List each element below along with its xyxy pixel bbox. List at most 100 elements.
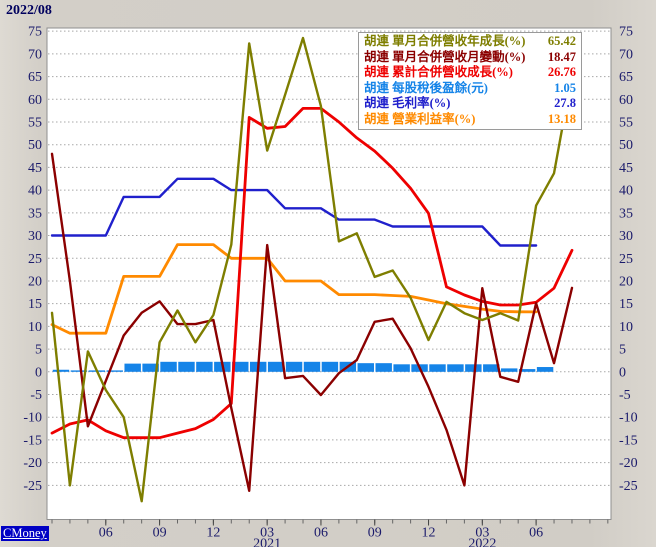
y-tick-label-left: 5 — [35, 343, 42, 358]
y-tick-label-left: 75 — [28, 25, 42, 40]
eps-bar — [303, 361, 321, 372]
eps-bar — [465, 364, 482, 372]
x-tick-label: 06 — [529, 526, 543, 541]
y-tick-label-left: 15 — [28, 297, 42, 312]
chart-legend: 胡連 單月合併營收年成長(%) 65.42 胡連 單月合併營收月變動(%) 18… — [358, 32, 582, 130]
eps-bar — [447, 364, 464, 372]
x-tick-label: 06 — [99, 526, 113, 541]
y-tick-label-right: 25 — [619, 252, 633, 267]
x-tick-label: 03 — [475, 526, 489, 541]
y-tick-label-left: -25 — [23, 479, 42, 494]
eps-bar — [196, 361, 213, 372]
eps-bar — [285, 361, 303, 372]
y-tick-label-right: -10 — [619, 411, 638, 426]
y-tick-label-left: 45 — [28, 161, 42, 176]
y-tick-label-right: 20 — [619, 274, 633, 289]
legend-row-monthly-yoy-growth: 胡連 單月合併營收年成長(%) 65.42 — [359, 34, 581, 50]
eps-bar — [160, 361, 177, 372]
eps-bar — [70, 370, 88, 372]
y-tick-label-right: 60 — [619, 93, 633, 108]
y-tick-label-left: 65 — [28, 70, 42, 85]
legend-label: 胡連 營業利益率(%) — [364, 111, 476, 126]
y-tick-label-left: 35 — [28, 206, 42, 221]
y-tick-label-left: 50 — [28, 138, 42, 153]
y-tick-label-right: -15 — [619, 433, 638, 448]
y-tick-label-right: -5 — [619, 388, 631, 403]
eps-bar — [393, 364, 410, 372]
x-tick-label: 06 — [314, 526, 328, 541]
y-tick-label-left: 25 — [28, 252, 42, 267]
y-tick-label-right: 65 — [619, 70, 633, 85]
legend-label: 胡連 每股稅後盈餘(元) — [364, 80, 488, 95]
eps-bar — [429, 364, 446, 372]
y-tick-label-right: 15 — [619, 297, 633, 312]
y-tick-label-right: 75 — [619, 25, 633, 40]
y-tick-label-left: -5 — [30, 388, 42, 403]
legend-value: 65.42 — [547, 34, 576, 48]
y-tick-label-right: 0 — [619, 365, 626, 380]
y-tick-label-left: -20 — [23, 456, 42, 471]
legend-label: 胡連 毛利率(%) — [364, 96, 451, 111]
eps-bar — [483, 364, 500, 372]
series-line — [50, 36, 574, 503]
y-tick-label-left: -15 — [23, 433, 42, 448]
eps-bar — [178, 361, 195, 372]
y-tick-label-right: 35 — [619, 206, 633, 221]
legend-label: 胡連 累計合併營收成長(%) — [364, 65, 513, 80]
legend-value: 27.8 — [554, 96, 576, 111]
x-tick-label: 09 — [368, 526, 382, 541]
y-tick-label-right: 30 — [619, 229, 633, 244]
eps-bar — [375, 363, 392, 372]
legend-value: 18.47 — [547, 49, 576, 64]
eps-bar — [518, 369, 536, 372]
y-tick-label-right: 5 — [619, 343, 626, 358]
y-tick-label-right: 10 — [619, 320, 633, 335]
eps-bar — [106, 370, 123, 372]
y-tick-label-left: 0 — [35, 365, 42, 380]
y-tick-label-right: -20 — [619, 456, 638, 471]
x-tick-label: 09 — [153, 526, 167, 541]
y-tick-label-left: 55 — [28, 115, 42, 130]
legend-row-cumulative-growth: 胡連 累計合併營收成長(%) 26.76 — [359, 65, 581, 81]
x-year-label: 2021 — [253, 537, 281, 547]
legend-value: 26.76 — [547, 65, 576, 80]
series-line — [50, 152, 574, 492]
eps-bar — [124, 363, 141, 372]
y-tick-label-left: 40 — [28, 184, 42, 199]
y-tick-label-right: 50 — [619, 138, 633, 153]
y-tick-label-right: -25 — [619, 479, 638, 494]
eps-bar — [321, 361, 339, 372]
y-tick-label-right: 40 — [619, 184, 633, 199]
chart-date-title: 2022/08 — [6, 3, 52, 18]
series-line — [50, 177, 538, 247]
y-tick-label-left: 20 — [28, 274, 42, 289]
legend-row-monthly-mom-change: 胡連 單月合併營收月變動(%) 18.47 — [359, 50, 581, 66]
eps-bar — [52, 369, 70, 372]
series-line — [50, 243, 538, 335]
legend-label: 胡連 單月合併營收月變動(%) — [364, 49, 526, 64]
y-tick-label-left: 10 — [28, 320, 42, 335]
legend-row-operating-margin: 胡連 營業利益率(%) 13.18 — [359, 112, 581, 128]
eps-bar — [501, 368, 518, 372]
legend-row-eps: 胡連 每股稅後盈餘(元) 1.05 — [359, 81, 581, 97]
x-tick-label: 12 — [206, 526, 220, 541]
legend-label: 胡連 單月合併營收年成長(%) — [364, 34, 526, 48]
legend-value: 13.18 — [547, 111, 576, 126]
y-tick-label-left: 60 — [28, 93, 42, 108]
eps-bar — [232, 361, 249, 372]
eps-bar — [357, 363, 374, 372]
y-tick-label-right: 55 — [619, 115, 633, 130]
x-tick-label: 03 — [260, 526, 274, 541]
x-year-label: 2022 — [468, 537, 496, 547]
x-tick-label: 12 — [422, 526, 436, 541]
eps-bar — [536, 367, 554, 372]
eps-bar — [142, 363, 159, 372]
y-tick-label-left: 30 — [28, 229, 42, 244]
cmoney-link[interactable]: CMoney — [1, 526, 49, 541]
y-tick-label-left: -10 — [23, 411, 42, 426]
legend-row-gross-margin: 胡連 毛利率(%) 27.8 — [359, 96, 581, 112]
y-tick-label-right: 70 — [619, 47, 633, 62]
legend-value: 1.05 — [554, 80, 576, 95]
y-tick-label-right: 45 — [619, 161, 633, 176]
